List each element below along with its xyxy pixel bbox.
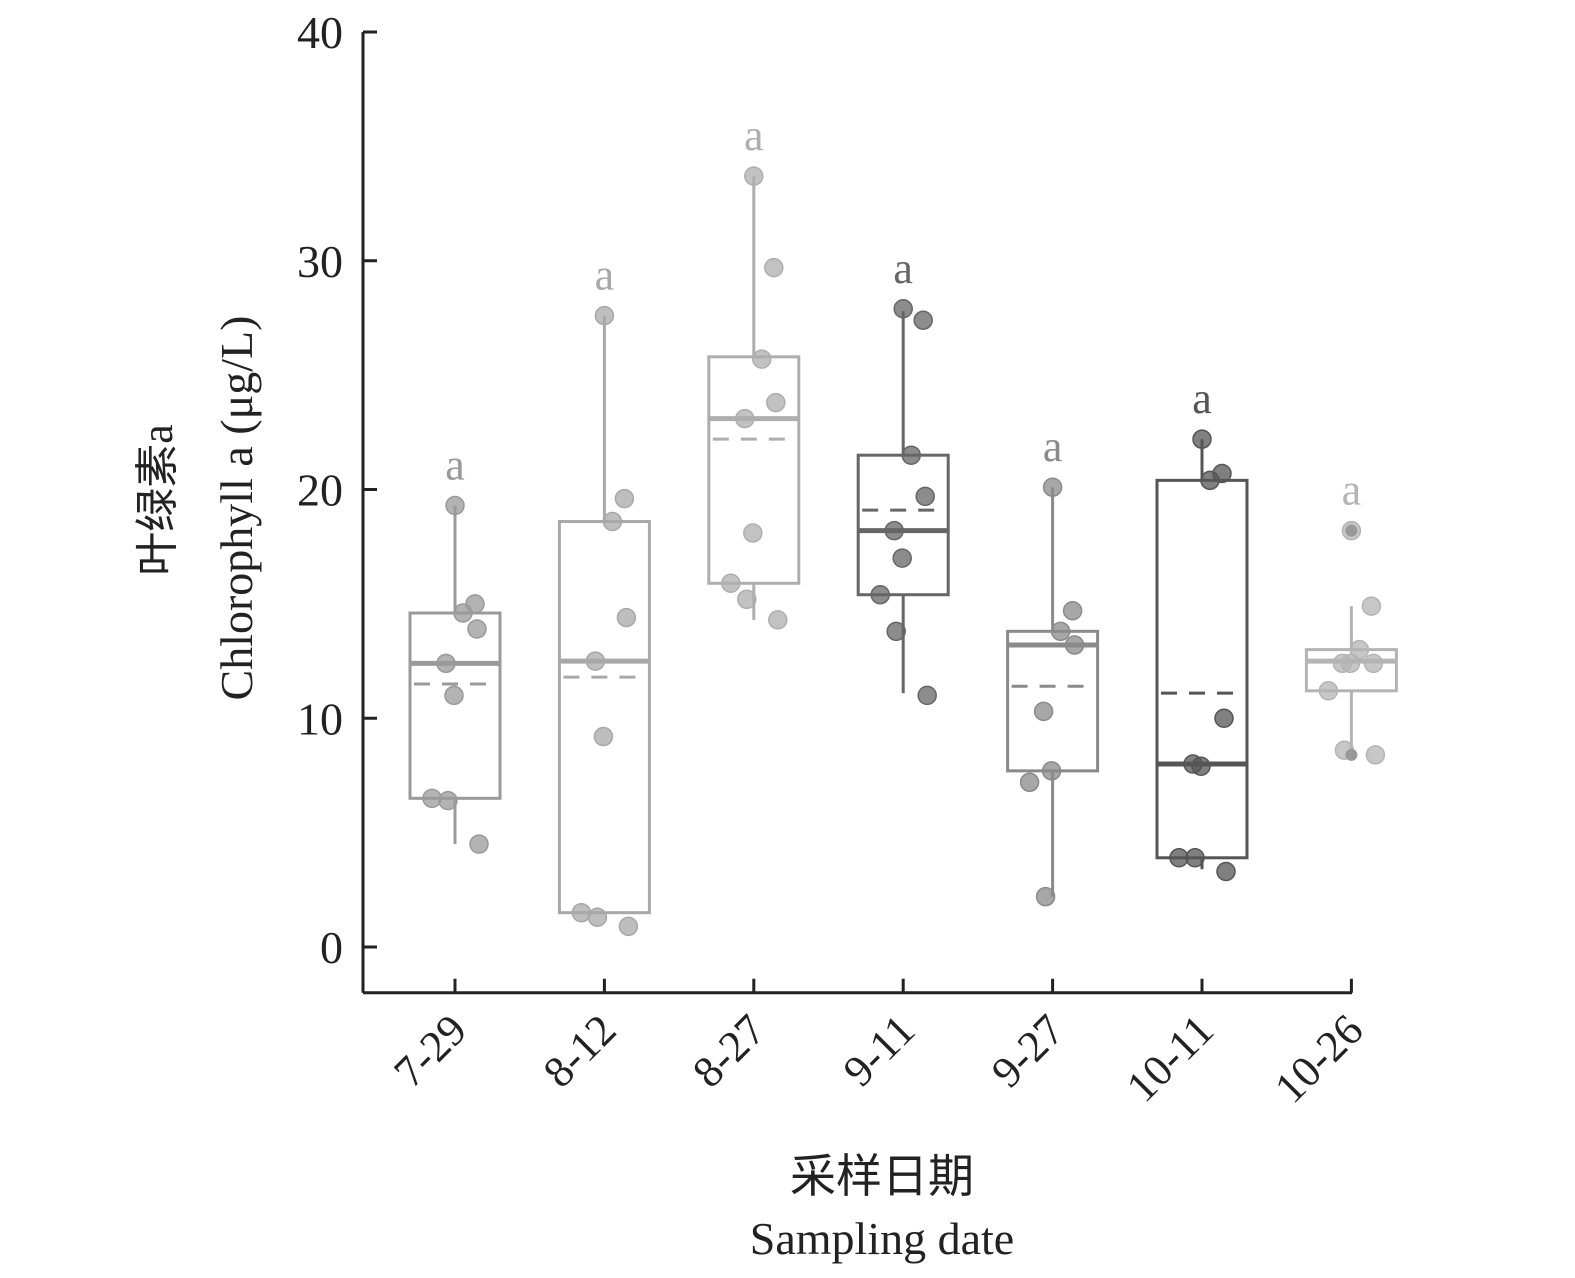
y-tick-label: 0 bbox=[320, 922, 343, 973]
significance-letter: a bbox=[1043, 422, 1063, 471]
box-group-9-27: a bbox=[1006, 422, 1100, 907]
data-point bbox=[1365, 745, 1386, 765]
x-tick-label: 10-26 bbox=[1265, 1005, 1372, 1112]
box-iqr bbox=[408, 611, 502, 800]
data-point bbox=[1062, 600, 1083, 621]
data-point bbox=[764, 257, 784, 278]
data-point bbox=[444, 685, 464, 706]
y-axis-label: Chlorophyll a (μg/L) bbox=[211, 316, 262, 701]
data-point bbox=[585, 651, 606, 671]
data-point bbox=[1019, 772, 1040, 793]
data-point bbox=[1050, 621, 1071, 642]
data-point bbox=[721, 573, 741, 594]
box-group-8-12: a bbox=[557, 251, 651, 937]
data-point bbox=[768, 610, 788, 630]
data-point bbox=[436, 653, 456, 674]
data-point bbox=[1340, 653, 1361, 674]
data-point bbox=[571, 902, 592, 923]
data-point bbox=[467, 619, 487, 639]
box-iqr bbox=[856, 453, 950, 597]
y-tick-label: 40 bbox=[297, 7, 343, 58]
data-point bbox=[453, 603, 473, 623]
x-tick-label: 8-12 bbox=[534, 1005, 626, 1097]
data-point bbox=[602, 511, 623, 532]
data-point bbox=[917, 685, 937, 706]
data-point bbox=[438, 790, 458, 811]
box-iqr bbox=[707, 355, 801, 585]
box-iqr bbox=[1006, 629, 1100, 773]
x-tick-label: 8-27 bbox=[683, 1005, 775, 1097]
data-point bbox=[1033, 701, 1054, 722]
data-point bbox=[1041, 761, 1062, 781]
box-group-9-11: a bbox=[856, 244, 950, 706]
data-point bbox=[884, 520, 904, 541]
significance-letter: a bbox=[595, 251, 615, 300]
data-point bbox=[618, 916, 639, 937]
data-point bbox=[870, 584, 890, 605]
box-group-10-26: a bbox=[1304, 466, 1398, 765]
y-axis-label-cn: 叶绿素a bbox=[133, 424, 182, 576]
data-point bbox=[1361, 596, 1382, 616]
data-point bbox=[1214, 708, 1234, 728]
y-tick-label: 30 bbox=[297, 236, 343, 287]
data-point bbox=[752, 349, 772, 369]
significance-letter: a bbox=[744, 111, 764, 160]
data-point bbox=[616, 607, 637, 628]
data-point bbox=[1185, 848, 1205, 868]
data-point bbox=[1349, 639, 1370, 660]
data-point bbox=[1200, 470, 1220, 491]
data-point bbox=[594, 305, 615, 326]
data-point bbox=[593, 726, 614, 747]
significance-letter: a bbox=[445, 441, 465, 490]
data-point bbox=[744, 166, 764, 186]
box-group-10-11: a bbox=[1155, 374, 1249, 882]
data-point bbox=[886, 621, 906, 642]
axes: 0 10 20 30 40 7-29 8-12 8-27 9-11 9-27 10-11 10-26 bbox=[297, 7, 1372, 1112]
data-point bbox=[766, 392, 786, 413]
boxes: a a a a a a a bbox=[408, 111, 1398, 937]
data-point bbox=[1192, 429, 1212, 449]
data-point bbox=[445, 495, 465, 516]
y-tick-label: 20 bbox=[297, 465, 343, 516]
data-point bbox=[587, 907, 608, 928]
data-point bbox=[1363, 653, 1384, 674]
y-tick-label: 10 bbox=[297, 693, 343, 744]
x-tick-label: 9-27 bbox=[982, 1005, 1074, 1097]
data-point bbox=[1216, 861, 1236, 882]
box-iqr bbox=[1155, 478, 1249, 860]
box-iqr bbox=[557, 520, 651, 915]
data-point bbox=[737, 589, 757, 610]
data-point bbox=[901, 445, 921, 465]
significance-letter: a bbox=[893, 244, 913, 293]
data-point bbox=[422, 788, 442, 809]
data-point bbox=[1035, 886, 1056, 907]
data-point bbox=[735, 408, 755, 429]
outlier-point bbox=[1345, 748, 1358, 761]
data-point bbox=[614, 488, 635, 509]
data-point bbox=[893, 299, 913, 319]
x-tick-label: 9-11 bbox=[834, 1005, 925, 1096]
outlier-point bbox=[1345, 524, 1358, 537]
data-point bbox=[1064, 635, 1085, 655]
x-tick-label: 10-11 bbox=[1117, 1005, 1223, 1111]
data-point bbox=[1318, 681, 1339, 701]
significance-letter: a bbox=[1342, 466, 1362, 515]
data-point bbox=[1042, 477, 1063, 497]
data-point bbox=[913, 310, 933, 330]
x-axis-label: Sampling date bbox=[750, 1213, 1014, 1264]
data-point bbox=[743, 523, 763, 543]
box-group-7-29: a bbox=[408, 441, 502, 854]
x-axis-label-cn: 采样日期 bbox=[790, 1151, 974, 1202]
x-tick-label: 7-29 bbox=[384, 1005, 476, 1097]
data-point bbox=[1191, 756, 1211, 777]
data-point bbox=[915, 486, 935, 507]
box-group-8-27: a bbox=[707, 111, 801, 630]
data-point bbox=[892, 548, 912, 568]
data-point bbox=[469, 834, 489, 854]
significance-letter: a bbox=[1192, 374, 1212, 423]
